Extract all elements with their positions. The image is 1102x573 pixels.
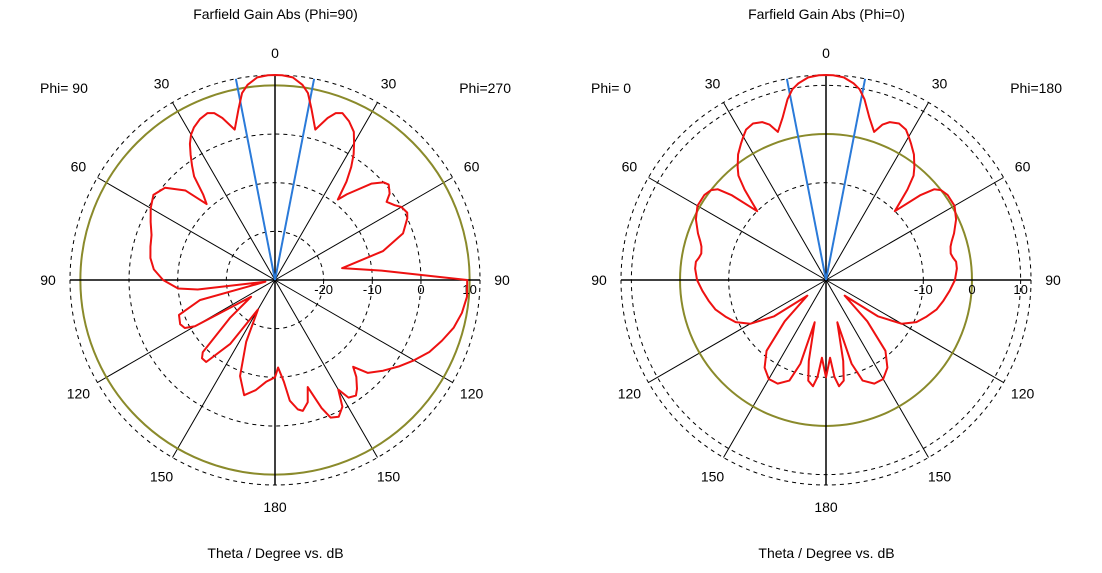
svg-text:0: 0 (822, 45, 830, 61)
svg-text:60: 60 (1015, 159, 1031, 175)
left-subtitle: Theta / Degree vs. dB (0, 545, 551, 561)
svg-text:180: 180 (814, 499, 838, 515)
svg-text:150: 150 (377, 469, 401, 485)
svg-text:150: 150 (701, 469, 725, 485)
svg-text:180: 180 (263, 499, 287, 515)
svg-text:150: 150 (928, 469, 952, 485)
svg-text:60: 60 (71, 159, 87, 175)
svg-text:90: 90 (591, 272, 607, 288)
svg-text:-20: -20 (314, 282, 333, 297)
svg-text:30: 30 (381, 75, 397, 91)
right-subtitle: Theta / Degree vs. dB (551, 545, 1102, 561)
left-corner-left: Phi= 90 (40, 80, 88, 96)
right-corner-right: Phi=180 (1010, 80, 1062, 96)
left-corner-right: Phi=270 (459, 80, 511, 96)
svg-text:30: 30 (932, 75, 948, 91)
svg-text:120: 120 (67, 386, 91, 402)
svg-text:30: 30 (154, 75, 170, 91)
left-title: Farfield Gain Abs (Phi=90) (0, 6, 551, 22)
chart-container: Farfield Gain Abs (Phi=90) Phi= 90 Phi=2… (0, 0, 1102, 573)
svg-text:-10: -10 (914, 282, 933, 297)
svg-text:60: 60 (622, 159, 638, 175)
right-title: Farfield Gain Abs (Phi=0) (551, 6, 1102, 22)
svg-text:120: 120 (1011, 386, 1035, 402)
svg-text:120: 120 (618, 386, 642, 402)
svg-text:30: 30 (705, 75, 721, 91)
svg-text:0: 0 (968, 282, 975, 297)
svg-text:-10: -10 (363, 282, 382, 297)
svg-text:60: 60 (464, 159, 480, 175)
svg-text:0: 0 (271, 45, 279, 61)
svg-text:10: 10 (1013, 282, 1027, 297)
svg-text:0: 0 (417, 282, 424, 297)
right-corner-left: Phi= 0 (591, 80, 631, 96)
left-panel: Farfield Gain Abs (Phi=90) Phi= 90 Phi=2… (0, 0, 551, 573)
svg-text:150: 150 (150, 469, 174, 485)
svg-text:90: 90 (494, 272, 510, 288)
svg-text:120: 120 (460, 386, 484, 402)
right-panel: Farfield Gain Abs (Phi=0) Phi= 0 Phi=180… (551, 0, 1102, 573)
svg-text:10: 10 (462, 282, 476, 297)
svg-text:90: 90 (40, 272, 56, 288)
svg-text:90: 90 (1045, 272, 1061, 288)
